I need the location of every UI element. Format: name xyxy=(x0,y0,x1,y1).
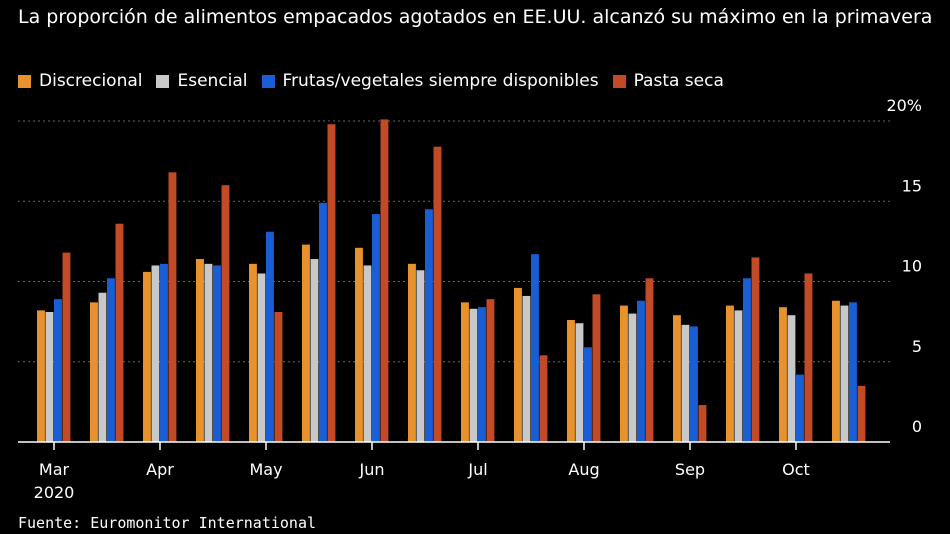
bar-frutas-vegetales-siempre-disponibles xyxy=(319,202,327,442)
bar-discrecional xyxy=(726,305,734,442)
x-tick-label: Mar xyxy=(39,460,70,479)
legend-swatch-esencial xyxy=(156,74,170,88)
y-tick-label: 20% xyxy=(886,96,922,115)
bar-discrecional xyxy=(673,315,681,442)
bar-discrecional xyxy=(567,320,575,442)
bar-pasta-seca xyxy=(115,223,124,442)
bar-esencial xyxy=(204,263,213,442)
y-tick-label: 10 xyxy=(902,257,922,276)
bar-discrecional xyxy=(461,302,469,442)
x-tick-label: Sep xyxy=(675,460,705,479)
y-tick-label: 0 xyxy=(912,417,922,436)
bar-frutas-vegetales-siempre-disponibles xyxy=(849,302,857,442)
bar-frutas-vegetales-siempre-disponibles xyxy=(531,254,539,442)
legend-label-frutas-vegetales: Frutas/vegetales siempre disponibles xyxy=(282,71,599,91)
x-tick-sublabel: 2020 xyxy=(34,483,75,502)
bar-esencial xyxy=(310,259,319,442)
legend-swatch-frutas-vegetales xyxy=(261,74,275,88)
bar-discrecional xyxy=(355,247,363,442)
bar-pasta-seca xyxy=(62,252,71,442)
bar-esencial xyxy=(257,273,266,442)
bar-esencial xyxy=(98,292,107,442)
legend-item-frutas-vegetales: Frutas/vegetales siempre disponibles xyxy=(261,71,599,91)
source-note: Fuente: Euromonitor International xyxy=(18,514,317,532)
bar-pasta-seca xyxy=(645,278,654,442)
bar-esencial xyxy=(522,295,531,442)
bar-discrecional xyxy=(143,271,151,442)
bar-discrecional xyxy=(249,263,257,442)
bar-frutas-vegetales-siempre-disponibles xyxy=(584,347,592,442)
bar-discrecional xyxy=(90,302,98,442)
bar-pasta-seca xyxy=(433,146,442,442)
bar-discrecional xyxy=(37,310,45,442)
legend-item-pasta-seca: Pasta seca xyxy=(612,71,724,91)
bar-discrecional xyxy=(620,305,628,442)
bar-esencial xyxy=(151,265,160,442)
bar-esencial xyxy=(45,311,54,442)
x-tick-label: Jul xyxy=(467,460,487,479)
bar-pasta-seca xyxy=(380,119,389,443)
y-tick-label: 5 xyxy=(912,337,922,356)
bar-frutas-vegetales-siempre-disponibles xyxy=(160,263,168,442)
bar-esencial xyxy=(416,270,425,442)
bar-esencial xyxy=(469,308,478,442)
x-tick-label: May xyxy=(249,460,282,479)
bar-frutas-vegetales-siempre-disponibles xyxy=(743,278,751,442)
bar-discrecional xyxy=(302,244,310,442)
bar-discrecional xyxy=(408,263,416,442)
x-tick-label: Oct xyxy=(782,460,810,479)
bar-pasta-seca xyxy=(857,385,866,442)
bar-esencial xyxy=(734,310,743,442)
bar-pasta-seca xyxy=(168,172,177,443)
bar-frutas-vegetales-siempre-disponibles xyxy=(107,278,115,442)
legend-label-pasta-seca: Pasta seca xyxy=(633,71,724,91)
bar-frutas-vegetales-siempre-disponibles xyxy=(54,299,62,442)
bar-pasta-seca xyxy=(539,355,548,442)
legend-item-discrecional: Discrecional xyxy=(18,71,142,91)
bar-esencial xyxy=(363,265,372,442)
x-tick-label: Jun xyxy=(359,460,385,479)
bar-pasta-seca xyxy=(751,257,760,442)
legend-label-esencial: Esencial xyxy=(177,71,248,91)
chart-legend: Discrecional Esencial Frutas/vegetales s… xyxy=(18,70,738,92)
bar-frutas-vegetales-siempre-disponibles xyxy=(372,214,380,442)
bar-frutas-vegetales-siempre-disponibles xyxy=(637,300,645,442)
bar-pasta-seca xyxy=(486,299,495,442)
bar-frutas-vegetales-siempre-disponibles xyxy=(796,374,804,442)
bar-discrecional xyxy=(514,287,522,442)
bar-esencial xyxy=(787,315,796,442)
legend-swatch-pasta-seca xyxy=(612,74,626,88)
bar-pasta-seca xyxy=(327,124,336,443)
bar-esencial xyxy=(681,324,690,442)
bar-esencial xyxy=(628,313,637,442)
bar-frutas-vegetales-siempre-disponibles xyxy=(478,307,486,442)
bar-frutas-vegetales-siempre-disponibles xyxy=(425,209,433,442)
bar-frutas-vegetales-siempre-disponibles xyxy=(266,231,274,442)
bar-pasta-seca xyxy=(592,294,601,442)
x-tick-label: Aug xyxy=(568,460,599,479)
bar-pasta-seca xyxy=(698,405,707,442)
bar-discrecional xyxy=(832,300,840,442)
bar-esencial xyxy=(575,323,584,442)
chart-title: La proporción de alimentos empacados ago… xyxy=(18,6,933,28)
bar-frutas-vegetales-siempre-disponibles xyxy=(213,265,221,442)
bar-pasta-seca xyxy=(221,185,230,442)
x-tick-label: Apr xyxy=(146,460,174,479)
bar-discrecional xyxy=(779,307,787,442)
bar-pasta-seca xyxy=(274,311,283,442)
legend-swatch-discrecional xyxy=(18,74,31,88)
bar-discrecional xyxy=(196,259,204,442)
bar-esencial xyxy=(840,305,849,442)
bar-pasta-seca xyxy=(804,273,813,442)
y-tick-label: 15 xyxy=(902,176,922,195)
bar-frutas-vegetales-siempre-disponibles xyxy=(690,326,698,442)
legend-label-discrecional: Discrecional xyxy=(39,71,143,91)
legend-item-esencial: Esencial xyxy=(156,71,248,91)
